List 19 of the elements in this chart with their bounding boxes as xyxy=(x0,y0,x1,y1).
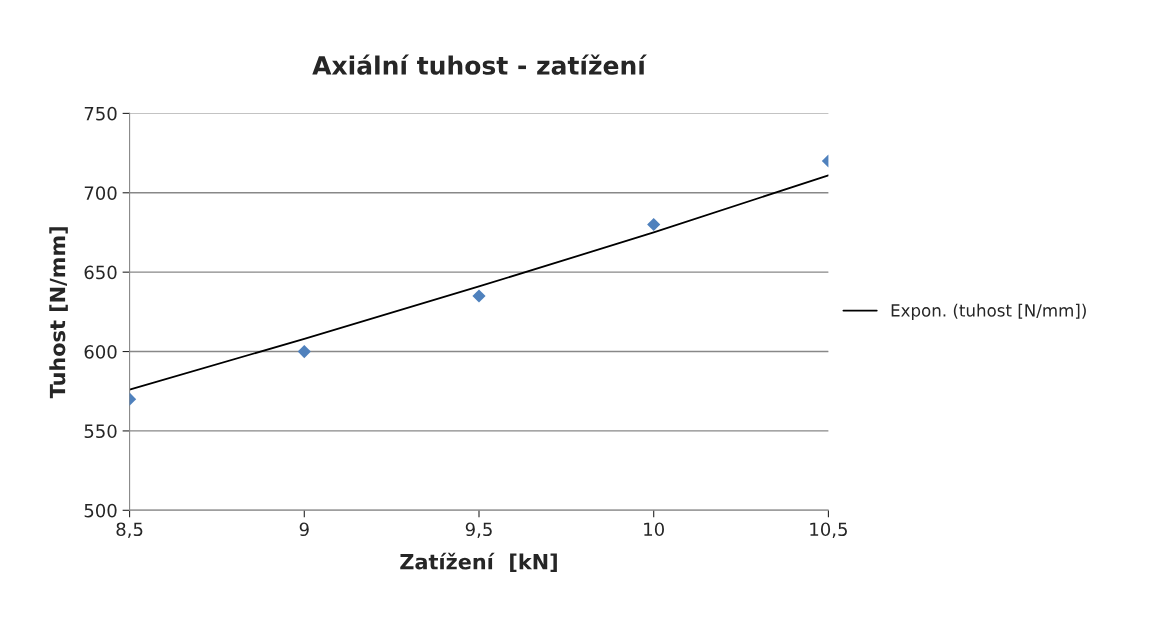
point xyxy=(647,217,661,232)
y-tick-label: 600 xyxy=(84,345,117,359)
y-tick-label: 750 xyxy=(84,106,117,121)
x-axis-title: Zatížení [kN] xyxy=(400,552,557,573)
x-tick-label: 10,5 xyxy=(810,522,847,538)
point xyxy=(472,289,486,303)
x-tick-label: 9,5 xyxy=(465,522,492,538)
y-tick-label: 700 xyxy=(84,186,117,200)
point xyxy=(297,344,311,359)
y-tick-label: 500 xyxy=(84,503,117,518)
x-tick-label: 10 xyxy=(644,522,664,537)
y-tick-label: 550 xyxy=(84,424,117,439)
y-tick-label: 650 xyxy=(84,265,117,280)
y-axis-title: Tuhost [N/mm] xyxy=(49,227,68,399)
legend-label: Expon. (tuhost [N/mm]) xyxy=(891,303,1086,320)
chart-title: Axiální tuhost - zatížení xyxy=(312,54,647,75)
line-series xyxy=(129,174,829,391)
x-tick-label: 8,5 xyxy=(116,522,143,538)
x-tick-label: 9 xyxy=(299,522,309,537)
